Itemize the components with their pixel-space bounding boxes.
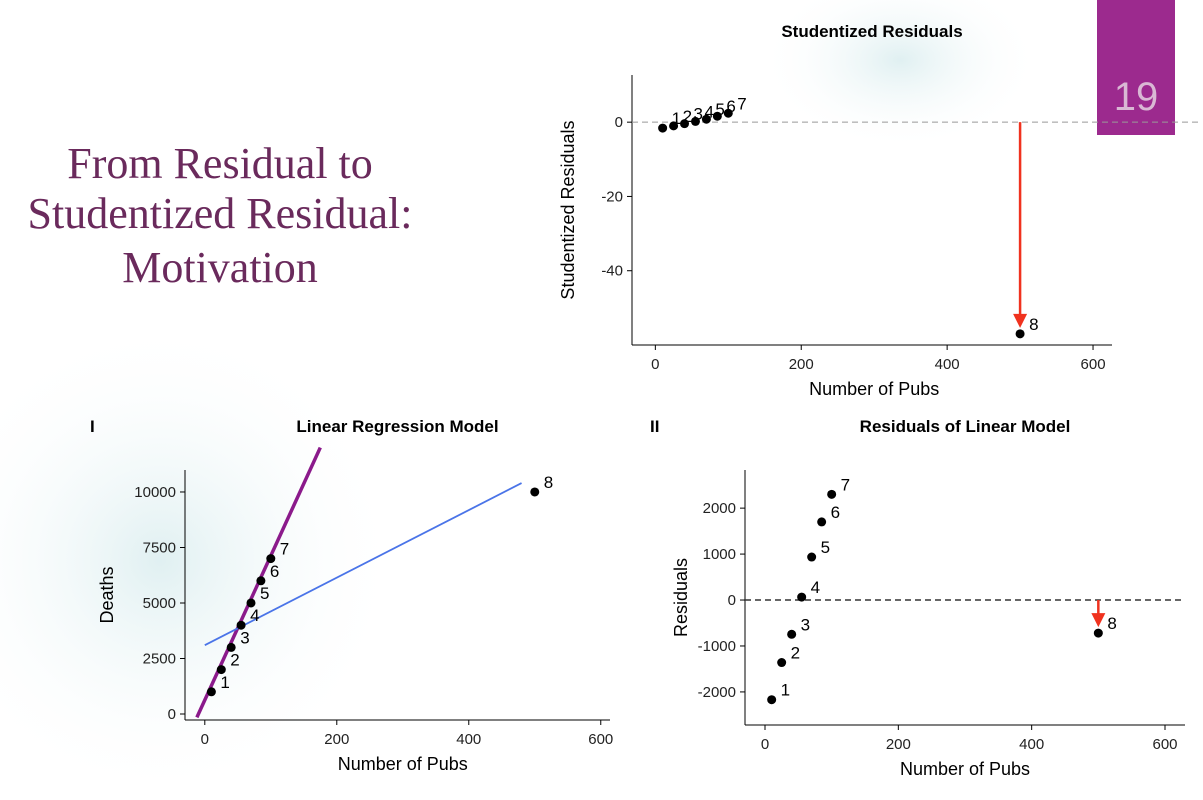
data-point	[530, 487, 540, 497]
point-label: 5	[821, 538, 830, 557]
point-label: 2	[683, 107, 692, 126]
y-axis-label: Residuals	[671, 558, 691, 637]
point-label: 7	[737, 94, 746, 113]
data-point	[767, 695, 777, 705]
point-label: 8	[544, 473, 553, 492]
arrow-head	[1013, 313, 1028, 328]
x-tick-label: 0	[201, 731, 209, 748]
x-axis-label: Number of Pubs	[900, 759, 1030, 779]
y-tick-label: -2000	[698, 684, 736, 701]
point-label: 8	[1029, 315, 1038, 334]
x-axis-label: Number of Pubs	[338, 754, 468, 774]
slide-title: Studentized Residual:	[28, 189, 413, 238]
point-label: 6	[270, 562, 279, 581]
point-label: 3	[240, 628, 249, 647]
y-tick-label: 2000	[703, 500, 736, 517]
x-tick-label: 0	[651, 356, 659, 373]
point-label: 6	[726, 97, 735, 116]
y-tick-label: 1000	[703, 546, 736, 563]
data-point	[658, 123, 668, 133]
y-tick-label: 0	[728, 592, 736, 609]
x-tick-label: 400	[456, 731, 481, 748]
data-point	[206, 687, 216, 697]
point-label: 5	[260, 584, 269, 603]
chart-title: Studentized Residuals	[781, 22, 962, 41]
data-point	[701, 114, 711, 124]
data-point	[827, 489, 837, 499]
y-tick-label: 0	[615, 114, 623, 131]
page-number-box	[1097, 0, 1175, 135]
x-axis-label: Number of Pubs	[809, 379, 939, 399]
point-label: 1	[672, 109, 681, 128]
data-point	[723, 108, 733, 118]
data-point	[807, 552, 817, 562]
point-label: 4	[704, 102, 713, 121]
y-tick-label: 2500	[143, 650, 176, 667]
y-tick-label: 5000	[143, 595, 176, 612]
x-tick-label: 200	[886, 736, 911, 753]
x-tick-label: 200	[324, 731, 349, 748]
data-point	[669, 121, 679, 131]
data-point	[226, 642, 236, 652]
x-tick-label: 600	[1081, 356, 1106, 373]
x-tick-label: 400	[935, 356, 960, 373]
data-point	[690, 116, 700, 126]
y-tick-label: 7500	[143, 539, 176, 556]
data-point	[787, 629, 797, 639]
y-tick-label: -40	[601, 263, 623, 280]
x-tick-label: 600	[1152, 736, 1177, 753]
y-tick-label: -20	[601, 188, 623, 205]
point-label: 1	[220, 673, 229, 692]
page-number: 19	[1114, 75, 1159, 119]
slide-title: Motivation	[122, 243, 318, 292]
data-point	[246, 598, 256, 608]
x-tick-label: 0	[761, 736, 769, 753]
data-point	[1093, 628, 1103, 638]
point-label: 3	[694, 105, 703, 124]
background-blob	[0, 320, 400, 800]
y-tick-label: 10000	[134, 484, 176, 501]
data-point	[236, 620, 246, 630]
point-label: 8	[1107, 614, 1116, 633]
data-point	[1015, 329, 1025, 339]
chart-title: Residuals of Linear Model	[860, 417, 1071, 436]
data-point	[256, 576, 266, 586]
point-label: 2	[791, 644, 800, 663]
point-label: 5	[715, 100, 724, 119]
slide-title: From Residual to	[67, 139, 373, 188]
data-point	[266, 554, 276, 564]
point-label: 6	[831, 503, 840, 522]
arrow-head	[1091, 613, 1106, 628]
y-tick-label: -1000	[698, 638, 736, 655]
point-label: 4	[250, 606, 259, 625]
data-point	[777, 658, 787, 668]
x-tick-label: 600	[588, 731, 613, 748]
x-tick-label: 200	[789, 356, 814, 373]
data-point	[797, 592, 807, 602]
point-label: 2	[230, 651, 239, 670]
panel-label: I	[90, 417, 95, 436]
y-tick-label: 0	[168, 706, 176, 723]
fit-line	[204, 482, 522, 646]
data-point	[817, 517, 827, 527]
data-point	[712, 111, 722, 121]
y-axis-label: Studentized Residuals	[558, 120, 578, 299]
point-label: 7	[841, 475, 850, 494]
data-point	[680, 119, 690, 129]
chart-title: Linear Regression Model	[296, 417, 498, 436]
point-label: 3	[801, 615, 810, 634]
background-blob	[760, 0, 1040, 150]
x-tick-label: 400	[1019, 736, 1044, 753]
panel-label: II	[650, 417, 659, 436]
y-axis-label: Deaths	[97, 566, 117, 623]
point-label: 4	[811, 578, 820, 597]
data-point	[216, 665, 226, 675]
point-label: 7	[280, 540, 289, 559]
point-label: 1	[781, 681, 790, 700]
